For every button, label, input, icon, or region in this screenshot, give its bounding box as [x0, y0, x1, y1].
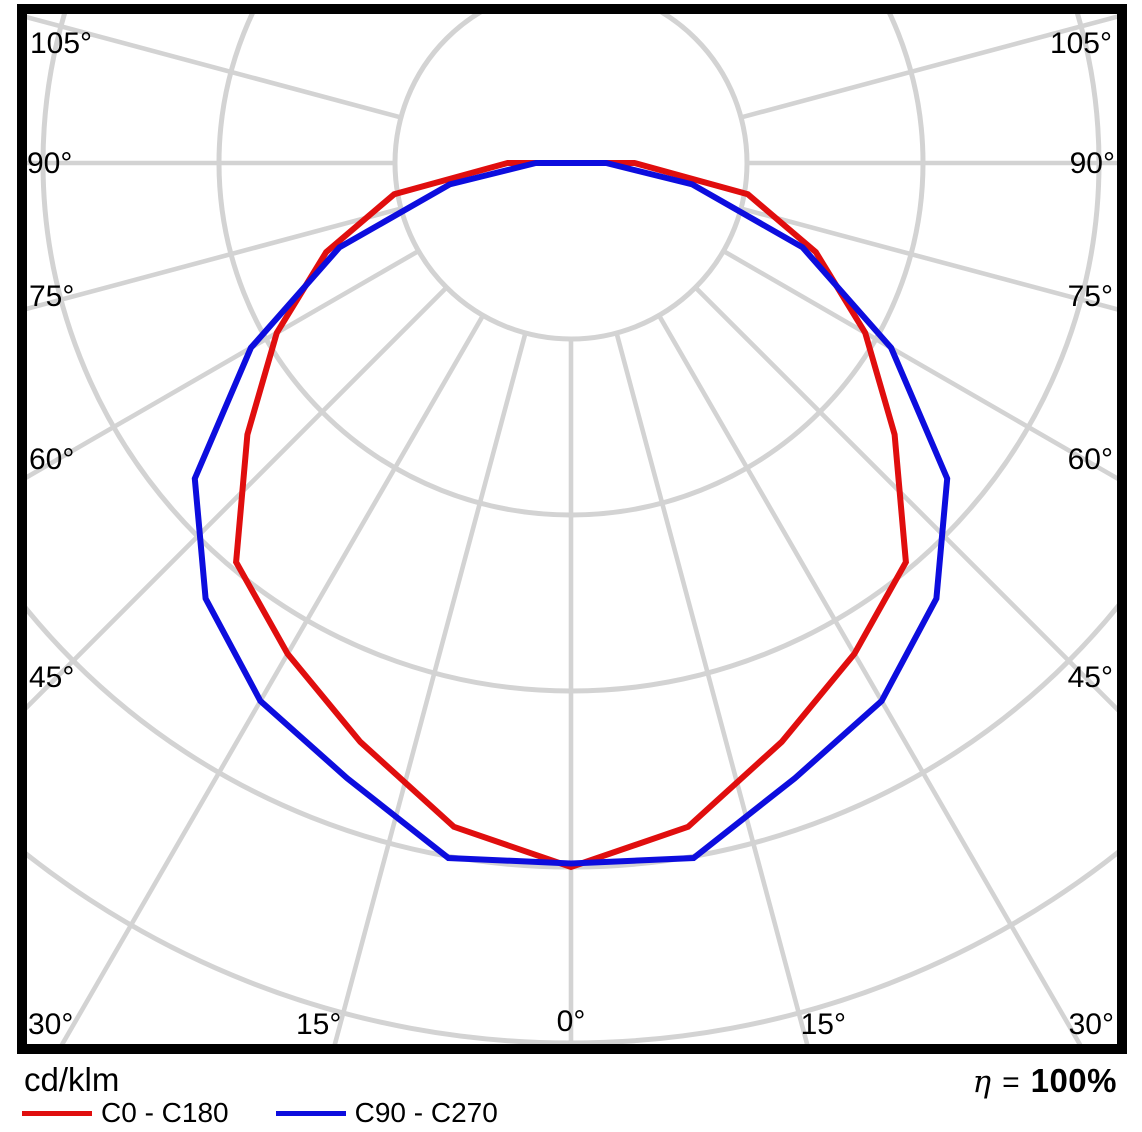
angle-label-10: 45°: [1068, 661, 1113, 694]
efficiency-readout: η = 100%: [972, 1062, 1117, 1100]
legend-label-c90-c270: C90 - C270: [354, 1097, 498, 1128]
grid-spoke-45-right: [693, 285, 1117, 713]
legend-label-c0-c180: C0 - C180: [101, 1097, 229, 1128]
grid-spoke-105-right: [740, 14, 1117, 120]
angle-label-12: 75°: [1068, 280, 1113, 313]
legend: C0 - C180 C90 - C270: [22, 1099, 498, 1127]
curve-c90-c270: [191, 160, 951, 867]
curve-c0-c180: [233, 160, 909, 871]
grid-spoke-15-right: [614, 332, 810, 1044]
grid-ring-1: [392, 14, 750, 342]
grid-spoke-30-right: [657, 314, 1083, 1044]
angle-label-3: 60°: [29, 443, 74, 476]
legend-item-c90-c270: C90 - C270: [275, 1097, 498, 1128]
angle-label-6: 15°: [296, 1008, 341, 1041]
angle-label-0: 105°: [30, 27, 92, 60]
angle-label-11: 60°: [1068, 443, 1113, 476]
eta-equals-sign: =: [1002, 1066, 1020, 1099]
eta-value: 100%: [1030, 1062, 1117, 1099]
grid-spoke-15-left: [332, 332, 528, 1044]
grid-spoke-45-left: [27, 285, 449, 711]
grid-spoke-75-left: [27, 206, 402, 312]
angle-label-13: 90°: [1070, 147, 1115, 180]
angle-label-14: 105°: [1050, 27, 1112, 60]
grid-spoke-60-left: [27, 249, 420, 480]
angle-label-1: 90°: [27, 147, 72, 180]
angle-label-4: 45°: [29, 661, 74, 694]
legend-item-c0-c180: C0 - C180: [22, 1099, 229, 1127]
angle-label-7: 0°: [557, 1005, 586, 1038]
grid-spoke-60-right: [722, 249, 1117, 481]
grid-spoke-75-right: [740, 206, 1117, 312]
grid-spoke-105-left: [27, 14, 402, 120]
legend-swatch-c0-c180: [22, 1110, 92, 1116]
angle-label-5: 30°: [28, 1008, 73, 1041]
angle-label-8: 15°: [801, 1008, 846, 1041]
plot-border: [17, 4, 1127, 1054]
angle-label-2: 75°: [29, 280, 74, 313]
radial-unit-label: cd/klm: [24, 1061, 120, 1098]
angle-label-9: 30°: [1069, 1008, 1114, 1041]
legend-swatch-c90-c270: [275, 1110, 346, 1116]
grid-spoke-30-left: [59, 314, 485, 1044]
eta-symbol: η: [972, 1064, 992, 1100]
